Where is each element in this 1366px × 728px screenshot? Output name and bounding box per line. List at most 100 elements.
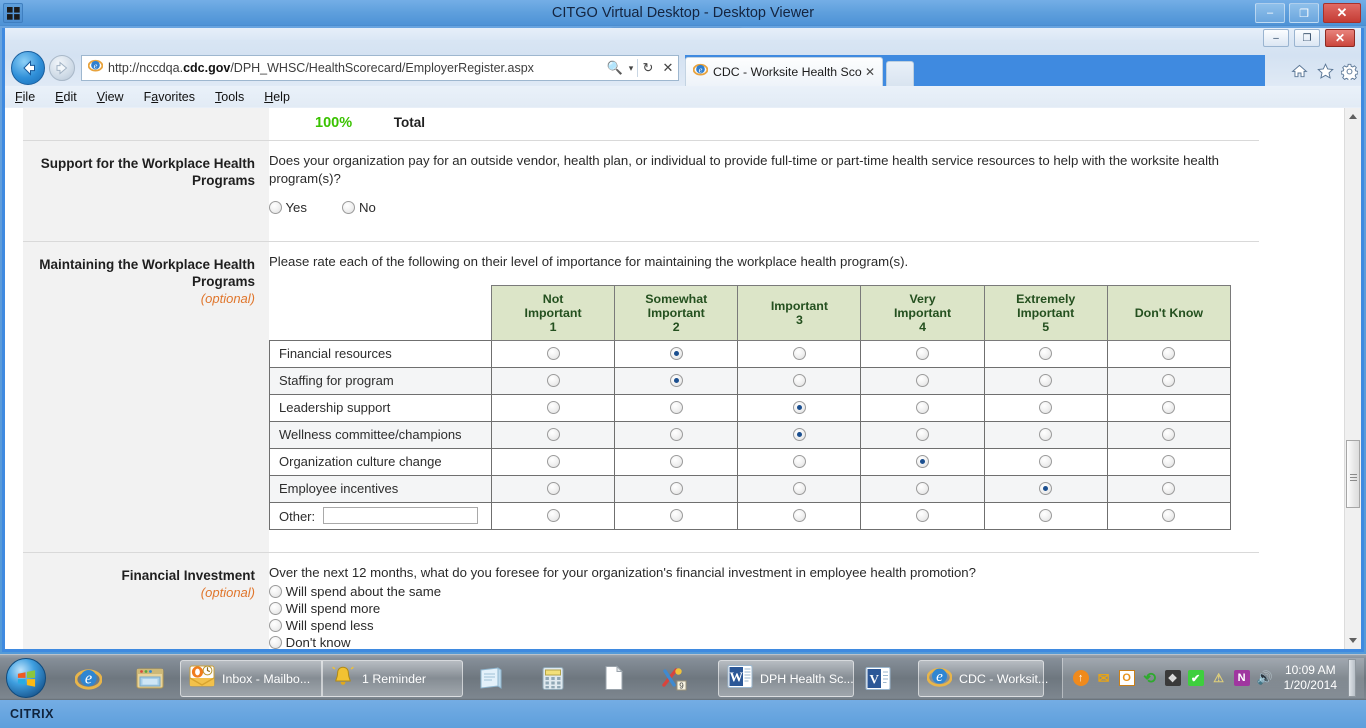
radio-button[interactable] [916, 509, 930, 522]
radio-button[interactable] [1039, 374, 1053, 387]
other-text-input[interactable] [323, 506, 479, 524]
menu-item-file[interactable]: File [15, 89, 36, 104]
radio-button-yes[interactable] [269, 201, 282, 214]
stop-x-icon[interactable]: ✕ [662, 60, 674, 75]
radio-button[interactable] [1039, 455, 1053, 468]
radio-button[interactable] [916, 347, 930, 360]
matrix-cell[interactable] [860, 475, 985, 503]
radio-button[interactable] [1039, 428, 1053, 441]
search-magnifier-icon[interactable]: 🔍 [606, 60, 624, 75]
matrix-cell[interactable] [614, 421, 739, 449]
address-bar[interactable]: e http://nccdqa.cdc.gov/DPH_WHSC/HealthS… [81, 55, 679, 81]
speaker-icon[interactable]: 🔊 [1256, 670, 1273, 685]
menu-item-view[interactable]: View [96, 89, 124, 104]
radio-button[interactable] [269, 619, 282, 632]
matrix-cell[interactable] [1106, 502, 1232, 530]
matrix-cell[interactable] [983, 421, 1108, 449]
vertical-scrollbar[interactable] [1344, 108, 1361, 649]
radio-button[interactable] [1162, 401, 1176, 414]
matrix-cell[interactable] [490, 367, 616, 395]
matrix-cell[interactable] [1106, 394, 1232, 422]
browser-tab-active[interactable]: e CDC - Worksite Health Sco... ✕ [685, 57, 883, 86]
matrix-cell[interactable] [614, 475, 739, 503]
citrix-minimize-button[interactable]: – [1255, 3, 1285, 23]
taskbar-button-visio-icon[interactable]: V [862, 663, 894, 693]
citrix-restore-button[interactable]: ❐ [1289, 3, 1319, 23]
taskbar-button-reminder[interactable]: 1 Reminder [322, 660, 463, 697]
back-arrow-icon[interactable] [11, 51, 45, 85]
radio-button[interactable] [546, 401, 560, 414]
radio-button[interactable] [1162, 374, 1176, 387]
radio-button[interactable] [546, 482, 560, 495]
radio-button[interactable] [1162, 347, 1176, 360]
matrix-cell[interactable] [614, 448, 739, 476]
matrix-cell[interactable] [490, 421, 616, 449]
radio-option[interactable]: Will spend less [269, 618, 1247, 634]
radio-button[interactable] [916, 428, 930, 441]
matrix-cell[interactable] [860, 394, 985, 422]
matrix-cell[interactable] [860, 421, 985, 449]
windows-start-orb-icon[interactable] [6, 658, 46, 698]
matrix-cell[interactable] [1106, 340, 1232, 368]
chevron-down-icon[interactable]: ▾ [628, 62, 634, 73]
radio-button[interactable] [792, 455, 806, 468]
taskbar-button-document-icon[interactable] [598, 663, 630, 693]
matrix-cell[interactable] [737, 421, 862, 449]
radio-button[interactable] [792, 347, 806, 360]
matrix-cell[interactable] [1106, 421, 1232, 449]
ie-minimize-button[interactable]: – [1263, 29, 1289, 47]
radio-button[interactable] [546, 455, 560, 468]
radio-button[interactable] [669, 401, 683, 414]
antivirus-check-icon[interactable]: ✔ [1187, 670, 1204, 686]
radio-button[interactable] [546, 509, 560, 522]
matrix-cell[interactable] [490, 502, 616, 530]
radio-button[interactable] [1039, 509, 1053, 522]
radio-button[interactable] [792, 401, 806, 414]
menu-item-help[interactable]: Help [264, 89, 290, 104]
radio-button[interactable] [792, 374, 806, 387]
taskbar-button-outlook-inbox[interactable]: Inbox - Mailbo... [180, 660, 322, 697]
matrix-cell[interactable] [490, 340, 616, 368]
menu-item-favorites[interactable]: Favorites [143, 89, 196, 104]
matrix-cell[interactable] [983, 340, 1108, 368]
matrix-cell[interactable] [983, 502, 1108, 530]
radio-button[interactable] [1039, 347, 1053, 360]
matrix-cell[interactable] [1106, 475, 1232, 503]
radio-button[interactable] [269, 602, 282, 615]
radio-button[interactable] [669, 455, 683, 468]
new-tab-icon[interactable] [886, 61, 914, 86]
radio-button[interactable] [669, 374, 683, 387]
radio-option-no[interactable]: No [342, 200, 376, 215]
matrix-cell[interactable] [490, 448, 616, 476]
menu-item-tools[interactable]: Tools [215, 89, 245, 104]
radio-button[interactable] [792, 428, 806, 441]
ie-close-button[interactable]: ✕ [1325, 29, 1355, 47]
radio-button[interactable] [916, 374, 930, 387]
radio-button[interactable] [269, 636, 282, 649]
radio-button[interactable] [669, 509, 683, 522]
matrix-cell[interactable] [737, 502, 862, 530]
sync-icon[interactable]: ⟲ [1143, 670, 1156, 687]
scrollbar-thumb[interactable] [1346, 440, 1360, 508]
radio-button[interactable] [669, 347, 683, 360]
radio-button[interactable] [269, 585, 282, 598]
radio-button[interactable] [546, 428, 560, 441]
quick-launch-internet-explorer-icon[interactable]: e [72, 663, 104, 693]
matrix-cell[interactable] [614, 367, 739, 395]
action-center-flag-icon[interactable]: ⚠ [1213, 671, 1224, 685]
gear-icon[interactable] [1337, 60, 1361, 82]
radio-button[interactable] [1162, 482, 1176, 495]
matrix-cell[interactable] [860, 502, 985, 530]
radio-button[interactable] [1162, 428, 1176, 441]
mail-envelope-icon[interactable]: ✉ [1097, 669, 1110, 686]
radio-button[interactable] [792, 482, 806, 495]
matrix-cell[interactable] [614, 340, 739, 368]
matrix-cell[interactable] [614, 502, 739, 530]
radio-button[interactable] [669, 428, 683, 441]
taskbar-button-ie-cdc-worksite[interactable]: e CDC - Worksit... [918, 660, 1048, 697]
forward-arrow-icon[interactable] [49, 55, 75, 81]
radio-button-no[interactable] [342, 201, 356, 214]
taskbar-button-notepad-icon[interactable] [475, 663, 507, 693]
star-icon[interactable] [1313, 60, 1337, 82]
matrix-cell[interactable] [983, 448, 1108, 476]
